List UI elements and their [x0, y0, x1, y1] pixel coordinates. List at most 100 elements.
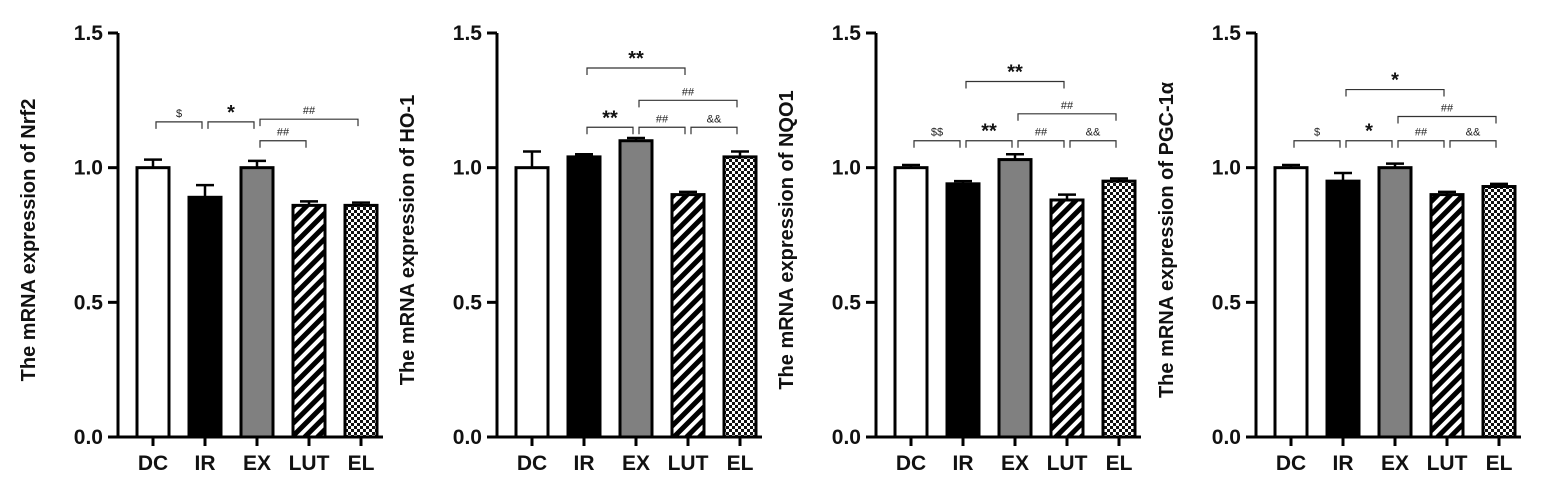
significance-bracket [1293, 140, 1341, 148]
x-tick-label: EL [1106, 452, 1133, 475]
bar-lut [670, 193, 706, 439]
y-tick-label: 1.0 [453, 157, 482, 180]
significance-label: ** [602, 107, 618, 129]
y-tick-label: 0.0 [74, 426, 103, 449]
significance-bracket [207, 121, 255, 129]
significance-bracket [1017, 113, 1117, 121]
chart-panel: 0.0 0.5 1.0 1.5 The mRNA expression of PGC-1… [1156, 22, 1521, 475]
significance-label: ## [656, 113, 669, 125]
bar-dc [514, 166, 550, 439]
y-tick-label: 1.0 [1212, 157, 1241, 180]
bar-el [722, 155, 758, 439]
y-axis-title: The mRNA expression of Nrf2 [18, 99, 40, 382]
significance-bracket [1345, 88, 1445, 97]
significance-bracket [586, 126, 634, 135]
bar-ir [566, 155, 602, 439]
significance-label: $$ [931, 127, 943, 139]
y-tick-label: 0.5 [74, 291, 104, 314]
chart-panel: 0.0 0.5 1.0 1.5 The mRNA expression of HO-1 D… [397, 22, 762, 475]
x-tick-label: LUT [289, 452, 330, 475]
bar-ir [187, 195, 223, 439]
bar-ir [945, 182, 981, 439]
bar-el [343, 203, 379, 439]
y-tick-label: 1.5 [832, 22, 862, 45]
x-tick-label: DC [1276, 452, 1306, 475]
y-tick-label: 1.5 [453, 22, 483, 45]
x-tick-label: IR [1333, 452, 1354, 475]
significance-label: && [1466, 127, 1481, 139]
y-axis-title: The mRNA expression of PGC-1α [1156, 81, 1178, 398]
bar-lut [1429, 193, 1465, 439]
significance-label: ** [628, 48, 644, 70]
x-tick-label: IR [953, 452, 974, 475]
bar-lut [1049, 198, 1085, 439]
significance-bracket [259, 140, 307, 148]
x-tick-label: DC [138, 452, 168, 475]
x-tick-label: EX [243, 452, 271, 475]
significance-bracket [1345, 140, 1393, 148]
bar-ir [1325, 179, 1361, 439]
bar-dc [893, 166, 929, 439]
x-tick-label: IR [195, 452, 216, 475]
y-tick-label: 0.0 [832, 426, 861, 449]
significance-label: ## [303, 105, 316, 117]
significance-label: ## [1035, 127, 1048, 139]
significance-label: ## [682, 86, 695, 98]
chart-panel: 0.0 0.5 1.0 1.5 The mRNA expression of Nrf2 D… [18, 22, 383, 475]
bar-ex [1377, 166, 1413, 439]
y-tick-label: 1.5 [1212, 22, 1242, 45]
y-tick-label: 0.5 [832, 291, 862, 314]
x-tick-label: LUT [1427, 452, 1468, 475]
significance-bracket [1397, 115, 1497, 124]
bar-ex [618, 139, 654, 439]
bar-ex [997, 158, 1033, 439]
significance-label: ## [277, 127, 290, 139]
significance-label: ## [1441, 102, 1454, 114]
chart-panel: 0.0 0.5 1.0 1.5 The mRNA expression of NQO1 D… [776, 22, 1141, 475]
significance-bracket [586, 67, 686, 76]
y-tick-label: 0.5 [1212, 291, 1242, 314]
significance-bracket [259, 118, 359, 127]
significance-bracket [965, 140, 1013, 148]
x-tick-label: DC [517, 452, 547, 475]
significance-label: ## [1061, 100, 1074, 112]
y-axis-title: The mRNA expression of HO-1 [397, 95, 419, 385]
significance-label: $ [1314, 127, 1320, 139]
significance-label: * [227, 102, 235, 124]
y-tick-label: 0.0 [453, 426, 482, 449]
significance-bracket [690, 126, 738, 135]
significance-bracket [1397, 140, 1445, 148]
y-tick-label: 0.5 [453, 291, 483, 314]
significance-bracket [1069, 140, 1117, 148]
y-tick-label: 1.0 [74, 157, 103, 180]
y-axis-title: The mRNA expression of NQO1 [776, 90, 798, 389]
y-tick-label: 0.0 [1212, 426, 1241, 449]
x-tick-label: EL [1486, 452, 1513, 475]
x-tick-label: EX [1381, 452, 1409, 475]
x-tick-label: EL [348, 452, 375, 475]
x-tick-label: IR [574, 452, 595, 475]
y-tick-label: 1.0 [832, 157, 861, 180]
x-tick-label: LUT [1047, 452, 1088, 475]
significance-label: ## [1415, 127, 1428, 139]
x-tick-label: EL [727, 452, 754, 475]
bar-ex [239, 166, 275, 439]
significance-bracket [1449, 140, 1497, 148]
significance-label: ** [1007, 61, 1023, 83]
significance-label: && [707, 113, 722, 125]
significance-bracket [913, 140, 961, 148]
x-tick-label: LUT [668, 452, 709, 475]
significance-label: $ [176, 108, 182, 120]
bar-lut [291, 203, 327, 439]
bar-el [1101, 179, 1137, 439]
significance-label: && [1086, 127, 1101, 139]
significance-label: ** [981, 121, 997, 143]
x-tick-label: EX [622, 452, 650, 475]
bar-dc [1273, 166, 1309, 439]
significance-bracket [638, 126, 686, 135]
y-tick-label: 1.5 [74, 22, 104, 45]
x-tick-label: DC [896, 452, 926, 475]
significance-label: * [1365, 121, 1373, 143]
significance-bracket [1017, 140, 1065, 148]
